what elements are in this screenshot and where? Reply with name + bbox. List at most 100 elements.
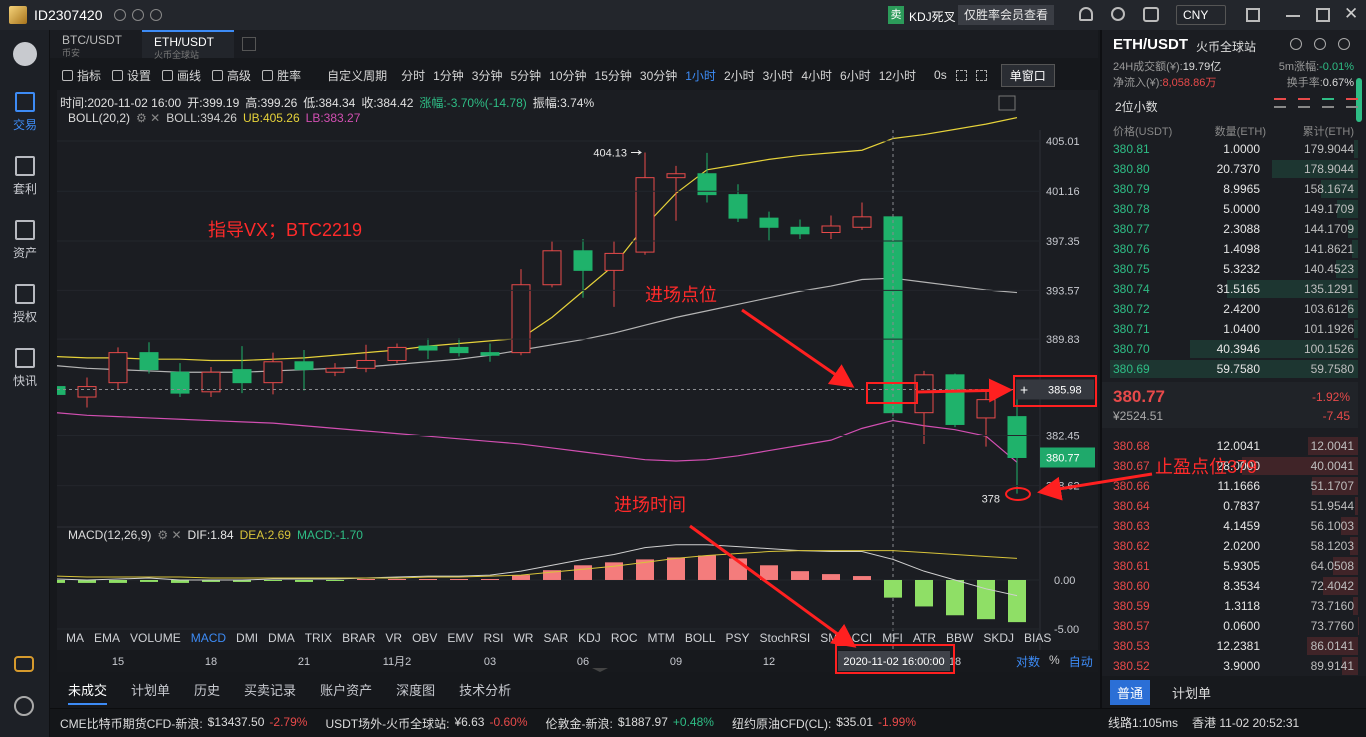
macd-settings[interactable]: ⚙ ✕ (157, 528, 182, 542)
period-button[interactable]: 3小时 (762, 68, 794, 83)
book-row[interactable]: 380.59 1.3118 73.7160 (1102, 596, 1358, 616)
icon[interactable] (114, 9, 126, 21)
boll-settings[interactable]: ⚙ ✕ (136, 111, 161, 125)
order-mode[interactable]: 计划单 (1172, 686, 1212, 701)
signal[interactable]: KDJ死叉 (909, 10, 956, 24)
indicator-button[interactable]: MTM (647, 631, 675, 645)
nav-item[interactable]: 交易 (0, 92, 50, 133)
period-button[interactable]: 分时 (401, 68, 426, 83)
period-button[interactable]: 12小时 (878, 68, 917, 83)
indicator-button[interactable]: VOLUME (130, 631, 181, 645)
book-row[interactable]: 380.75 5.3232 140.4523 (1102, 259, 1358, 279)
indicator-button[interactable]: SAR (543, 631, 569, 645)
book-row[interactable]: 380.63 4.1459 56.1003 (1102, 516, 1358, 536)
symbol-tab[interactable]: BTC/USDT 币安 (50, 30, 142, 58)
bottom-tab[interactable]: 历史 (194, 683, 221, 698)
indicator-button[interactable]: DMI (236, 631, 259, 645)
indicator-button[interactable]: DMA (268, 631, 295, 645)
nav-item[interactable]: 授权 (0, 284, 50, 325)
indicator-button[interactable]: EMV (447, 631, 474, 645)
nav-item[interactable]: 资产 (0, 220, 50, 261)
bottom-tab[interactable]: 买卖记录 (244, 683, 297, 698)
icon[interactable] (132, 9, 144, 21)
search-icon[interactable] (1111, 7, 1125, 21)
maximize-button[interactable] (1316, 8, 1330, 22)
period-button[interactable]: 3分钟 (471, 68, 503, 83)
book-view-icon[interactable] (1298, 98, 1310, 108)
indicator-button[interactable]: KDJ (578, 631, 601, 645)
indicator-button[interactable]: BIAS (1024, 631, 1052, 645)
fullscreen-icon[interactable] (998, 95, 1016, 111)
book-row[interactable]: 380.66 11.1666 51.1707 (1102, 476, 1358, 496)
icon[interactable] (150, 9, 162, 21)
indicator-button[interactable]: BRAR (342, 631, 376, 645)
nav-item[interactable]: 快讯 (0, 348, 50, 389)
book-view-icon[interactable] (1274, 98, 1286, 108)
bell-icon[interactable] (1079, 7, 1093, 21)
indicator-button[interactable]: SKDJ (983, 631, 1015, 645)
book-view-icon[interactable] (1322, 98, 1334, 108)
book-row[interactable]: 380.70 40.3946 100.1526 (1102, 339, 1358, 359)
indicator-button[interactable]: TRIX (304, 631, 333, 645)
bottom-tab[interactable]: 计划单 (131, 683, 171, 698)
vip-icon[interactable] (14, 656, 34, 672)
book-row[interactable]: 380.74 31.5165 135.1291 (1102, 279, 1358, 299)
panel-handle[interactable] (592, 668, 608, 672)
skin-icon[interactable] (1143, 7, 1159, 22)
bottom-tab[interactable]: 深度图 (396, 683, 436, 698)
tool-button[interactable]: 指标 (62, 67, 101, 84)
precision-select[interactable]: 2位小数 (1115, 100, 1158, 114)
book-view-icon[interactable] (1346, 98, 1358, 108)
bottom-tab[interactable]: 未成交 (68, 680, 108, 705)
book-row[interactable]: 380.78 5.0000 149.1709 (1102, 199, 1358, 219)
minimize-button[interactable] (1286, 15, 1300, 17)
currency-select[interactable]: CNY (1176, 5, 1226, 25)
symbol-tab[interactable]: ETH/USDT 火币全球站 (142, 30, 234, 60)
tool-button[interactable]: 高级 (212, 67, 251, 84)
panel-icon[interactable] (1314, 38, 1326, 50)
book-row[interactable]: 380.62 2.0200 58.1203 (1102, 536, 1358, 556)
book-row[interactable]: 380.61 5.9305 64.0508 (1102, 556, 1358, 576)
panel-icon[interactable] (1290, 38, 1302, 50)
indicator-button[interactable]: MA (66, 631, 84, 645)
indicator-button[interactable]: CCI (851, 631, 873, 645)
custom-period[interactable]: 自定义周期 (327, 68, 388, 83)
period-button[interactable]: 1小时 (685, 68, 716, 83)
window-button[interactable] (1246, 8, 1260, 22)
indicator-button[interactable]: WR (513, 631, 534, 645)
scale-button[interactable]: 自动 (1068, 655, 1093, 669)
book-row[interactable]: 380.71 1.0400 101.1926 (1102, 319, 1358, 339)
tool-button[interactable]: 胜率 (262, 67, 301, 84)
signal-note[interactable]: 仅胜率会员查看 (958, 5, 1055, 25)
book-row[interactable]: 380.57 0.0600 73.7760 (1102, 616, 1358, 636)
shrink-icon[interactable] (975, 69, 987, 81)
indicator-button[interactable]: MACD (190, 631, 227, 645)
nav-item[interactable]: 套利 (0, 156, 50, 197)
book-row[interactable]: 380.79 8.9965 158.1674 (1102, 179, 1358, 199)
period-button[interactable]: 15分钟 (594, 68, 632, 83)
expand-icon[interactable] (955, 69, 967, 81)
book-row[interactable]: 380.77 2.3088 144.1709 (1102, 219, 1358, 239)
close-button[interactable]: ✕ (1344, 4, 1359, 23)
book-row[interactable]: 380.69 59.7580 59.7580 (1102, 359, 1358, 379)
add-tab[interactable] (242, 37, 256, 51)
indicator-button[interactable]: VR (385, 631, 403, 645)
book-row[interactable]: 380.60 8.3534 72.4042 (1102, 576, 1358, 596)
indicator-button[interactable]: ATR (912, 631, 937, 645)
window-select[interactable]: 单窗口 (1000, 63, 1055, 87)
indicator-button[interactable]: BOLL (684, 631, 716, 645)
book-row[interactable]: 380.67 28.0000 40.0041 (1102, 456, 1358, 476)
period-button[interactable]: 2小时 (723, 68, 755, 83)
indicator-button[interactable]: OBV (412, 631, 438, 645)
period-button[interactable]: 1分钟 (433, 68, 464, 83)
period-button[interactable]: 30分钟 (639, 68, 678, 83)
period-button[interactable]: 6小时 (840, 68, 871, 83)
scale-button[interactable]: % (1049, 653, 1060, 667)
indicator-button[interactable]: EMA (94, 631, 121, 645)
book-row[interactable]: 380.68 12.0041 12.0041 (1102, 436, 1358, 456)
settings-icon[interactable] (14, 696, 34, 716)
indicator-button[interactable]: StochRSI (759, 631, 811, 645)
bottom-tab[interactable]: 账户资产 (320, 683, 373, 698)
book-row[interactable]: 380.52 3.9000 89.9141 (1102, 656, 1358, 676)
book-row[interactable]: 380.80 20.7370 178.9044 (1102, 159, 1358, 179)
